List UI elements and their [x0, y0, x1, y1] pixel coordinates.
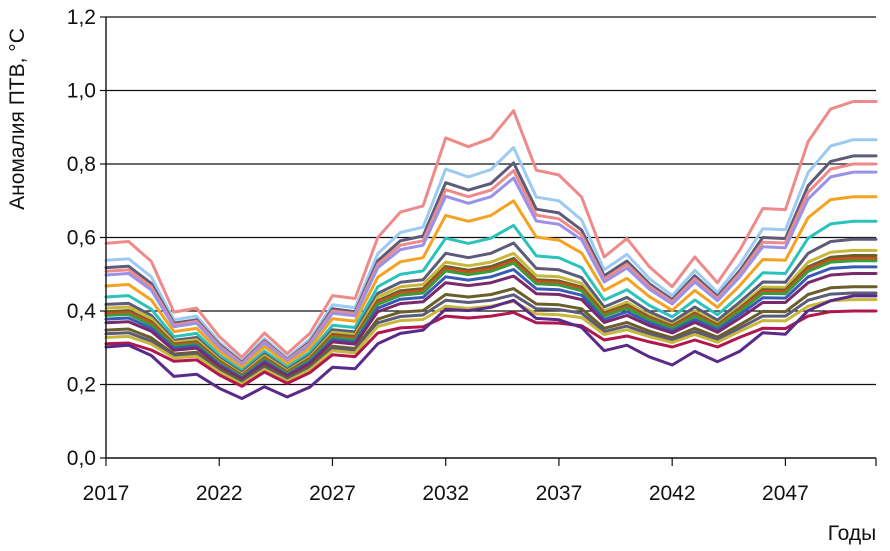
series-line	[104, 294, 878, 400]
x-tick-label: 2027	[309, 482, 356, 505]
y-tick-label: 1,2	[67, 6, 96, 29]
y-tick-label: 0,2	[67, 374, 96, 397]
x-tick-label: 2042	[649, 482, 696, 505]
series-line	[104, 100, 878, 359]
axes	[100, 16, 877, 466]
y-tick-label: 0,8	[67, 153, 96, 176]
series-lines	[104, 100, 878, 400]
x-tick-label: 2037	[536, 482, 583, 505]
series-line	[104, 154, 878, 364]
x-tick-label: 2032	[422, 482, 469, 505]
series-line	[104, 219, 878, 372]
series-line	[104, 170, 878, 367]
y-tick-label: 1,0	[67, 80, 96, 103]
y-tick-label: 0,0	[67, 447, 96, 470]
x-tick-label: 2047	[762, 482, 809, 505]
series-line	[104, 195, 878, 370]
x-tick-label: 2022	[196, 482, 243, 505]
y-tick-label: 0,6	[67, 227, 96, 250]
y-axis-label: Аномалия ПТВ, °С	[6, 28, 29, 210]
y-tick-labels: 0,0 0,2 0,4 0,6 0,8 1,0 1,2	[67, 6, 97, 470]
x-tick-labels: 2017 2022 2027 2032 2037 2042 2047	[83, 482, 809, 505]
series-line	[104, 309, 878, 388]
x-tick-label: 2017	[83, 482, 130, 505]
y-tick-label: 0,4	[67, 300, 97, 323]
x-axis-label: Годы	[828, 522, 877, 545]
series-line	[104, 272, 878, 381]
